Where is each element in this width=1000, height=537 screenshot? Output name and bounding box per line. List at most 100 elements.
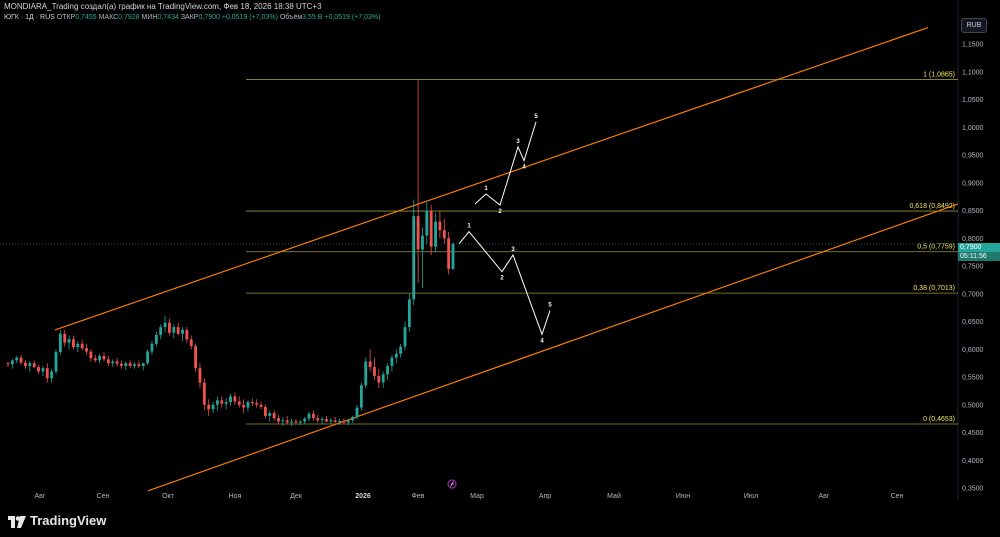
candle-body [106, 359, 110, 364]
candle-body [102, 355, 106, 360]
candle-body [434, 221, 437, 247]
candle-body [76, 343, 80, 348]
chart-title: MONDIARA_Trading создал(а) график на Tra… [4, 2, 322, 11]
candle-body [19, 357, 23, 363]
open-value: 0,7455 [75, 14, 97, 21]
candle-body [50, 371, 54, 379]
y-tick-label: 0,8000 [962, 236, 984, 243]
trend-channel [54, 26, 959, 492]
close-value: 0,7900 [198, 14, 220, 21]
candle-body [316, 418, 320, 421]
candle-body [399, 346, 403, 354]
tradingview-logo[interactable]: TradingView [8, 513, 106, 528]
x-tick-label: Фев [412, 493, 425, 500]
candle-body [386, 365, 389, 375]
candle-body [346, 420, 350, 423]
candle-body [416, 216, 420, 250]
wave-label: 1 [467, 224, 471, 230]
candle-body [54, 352, 58, 372]
candle-body [63, 333, 67, 343]
candle-body [45, 368, 49, 379]
ohlc-legend: ЮГК · 1Д · RUS ОТКР0,7455 МАКС0,7928 МИН… [4, 14, 380, 21]
wave-label: 2 [500, 276, 504, 282]
last-price-tag: 0,7900 [958, 243, 1000, 252]
wave-label: 1 [484, 186, 488, 192]
y-tick-label: 1,1000 [962, 69, 984, 76]
candle-body [207, 404, 211, 410]
volume-value: 3,55 B [302, 14, 323, 21]
x-tick-label: Июл [744, 493, 758, 500]
candle-body [403, 327, 407, 347]
candle-body [89, 351, 93, 359]
candle-body [255, 403, 259, 405]
candle-body [359, 385, 363, 408]
y-tick-label: 1,0000 [962, 125, 984, 132]
candle-body [220, 400, 224, 404]
candle-body [311, 413, 315, 419]
candle-body [421, 235, 424, 250]
candle-body [407, 299, 411, 328]
symbol-label[interactable]: ЮГК · 1Д · RUS [4, 14, 55, 21]
candle-body [307, 413, 311, 419]
x-tick-label: Дек [290, 493, 303, 500]
y-tick-label: 0,9000 [962, 180, 984, 187]
wave-label: 4 [522, 165, 526, 171]
candle-body [181, 329, 184, 334]
y-tick-label: 0,5500 [962, 375, 984, 382]
y-tick-label: 0,3500 [962, 486, 984, 493]
candle-body [146, 351, 150, 364]
candle-body [429, 210, 433, 247]
x-tick-label: 2026 [355, 493, 371, 500]
x-tick-label: Май [607, 492, 621, 500]
candle-body [67, 339, 71, 343]
candle-body [189, 339, 193, 346]
low-label: МИН [141, 14, 158, 21]
candle-body [159, 327, 163, 335]
x-tick-label: Авг [819, 493, 830, 500]
candle-body [115, 361, 119, 364]
candle-body [98, 355, 102, 361]
x-tick-label: Июн [676, 493, 690, 500]
fibonacci-retracement: 1 (1,0865) 0,618 (0,8492) 0,5 (0,7759) 0,38… [246, 71, 958, 425]
candle-body [377, 375, 381, 383]
candle-body [198, 368, 202, 383]
high-label: МАКС [98, 14, 119, 21]
close-label: ЗАКР [180, 14, 199, 21]
x-tick-label: Сен [891, 493, 904, 500]
candle-body [447, 238, 451, 269]
change-value: +0,0519 (+7,03%) [221, 14, 278, 21]
fib-level-label: 0 (0,4653) [923, 416, 955, 423]
currency-button[interactable]: RUB [961, 18, 987, 33]
candle-body [150, 343, 154, 352]
candle-body [172, 327, 176, 333]
candle-body [10, 360, 14, 365]
footer-bar [0, 500, 1000, 537]
candle-body [290, 421, 293, 423]
candle-body [168, 322, 171, 333]
candle-body [202, 382, 206, 405]
wave-path-bearish [458, 230, 551, 336]
low-value: 0,7434 [157, 14, 179, 21]
candle-body [329, 420, 333, 422]
candle-body [381, 374, 385, 383]
fib-level-label: 1 (1,0865) [923, 71, 955, 78]
candle-body [141, 363, 145, 366]
candle-body [285, 420, 289, 423]
chart-extras [0, 243, 958, 489]
candles [6, 79, 455, 426]
x-tick-label: Мар [470, 493, 484, 500]
fib-level-label: 0,38 (0,7013) [913, 285, 955, 292]
candle-body [85, 348, 88, 352]
open-label: ОТКР [56, 14, 76, 21]
candle-body [268, 413, 272, 416]
y-tick-label: 0,5000 [962, 402, 984, 409]
high-value: 0,7928 [118, 14, 140, 21]
y-tick-label: 1,0500 [962, 97, 984, 104]
candle-body [373, 367, 376, 376]
candle-body [229, 396, 232, 403]
wave-label: 3 [516, 139, 520, 145]
candle-body [15, 357, 19, 361]
y-tick-label: 0,4000 [962, 458, 984, 465]
candle-body [6, 363, 10, 365]
